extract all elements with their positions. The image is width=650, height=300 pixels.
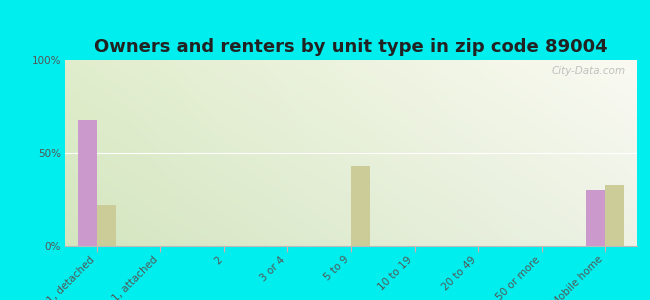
- Bar: [78, 119, 97, 246]
- Bar: [351, 166, 370, 246]
- Bar: [97, 205, 116, 246]
- Title: Owners and renters by unit type in zip code 89004: Owners and renters by unit type in zip c…: [94, 38, 608, 56]
- Text: City-Data.com: City-Data.com: [551, 66, 625, 76]
- Bar: [605, 184, 624, 246]
- Bar: [586, 190, 605, 246]
